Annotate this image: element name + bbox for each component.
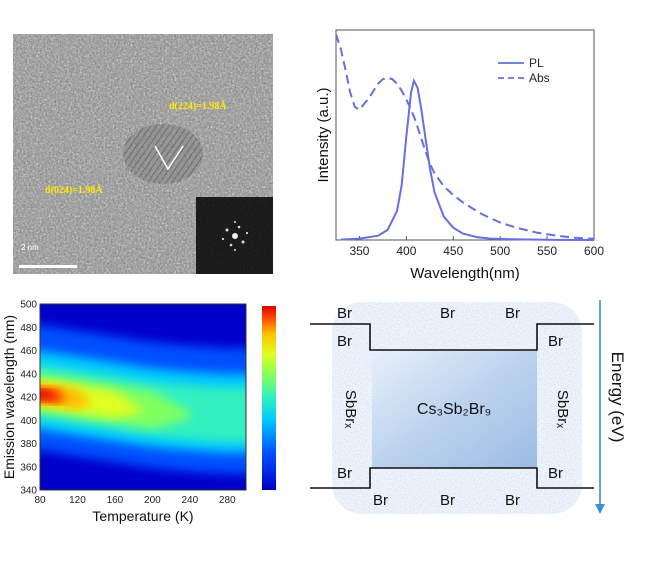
pl-y-axis-label: Intensity (a.u.) <box>315 87 332 182</box>
scale-bar <box>19 265 77 268</box>
x-tick-label: 240 <box>181 495 198 506</box>
x-tick-label: 200 <box>144 495 161 506</box>
fft-spots <box>221 221 249 251</box>
pl-abs-chart: 350 400 450 500 550 600 PL Abs Wavelength(nm)… <box>315 29 604 282</box>
energy-axis-label: Energy (eV) <box>608 352 627 443</box>
contour-y-axis-label: Emission wavelength (nm) <box>1 315 17 479</box>
y-tick-label: 440 <box>20 369 37 380</box>
energy-axis-arrowhead <box>595 504 605 514</box>
x-tick-label: 600 <box>584 244 604 258</box>
y-tick-label: 500 <box>20 300 37 311</box>
energy-diagram: Br Br Br Br Br Br Br Br Br Br SbBrₓ SbBr… <box>310 300 627 514</box>
legend: PL Abs <box>498 56 550 85</box>
contour-fill <box>40 324 246 474</box>
core-region <box>372 350 537 468</box>
tem-panel: d(224)=1.98Å d(024)=1.98Å 2 nm <box>13 34 273 274</box>
x-tick-label: 280 <box>219 495 236 506</box>
pl-x-axis-label: Wavelength(nm) <box>410 265 519 282</box>
y-tick-label: 360 <box>20 462 37 473</box>
contour-level-6 <box>40 386 97 405</box>
y-tick-label: 400 <box>20 416 37 427</box>
legend-pl: PL <box>529 56 544 70</box>
temperature-contour-chart: 80 120 160 200 240 280 340 360 380 400 420 440 460 48… <box>1 300 276 524</box>
d-spacing-label-2: d(024)=1.98Å <box>45 184 103 196</box>
band-edges <box>310 323 594 489</box>
br-label: Br <box>373 492 388 509</box>
y-tick-label: 460 <box>20 346 37 357</box>
d-spacing-label-1: d(224)=1.98Å <box>169 100 227 112</box>
pl-abs-chart-panel: 350 400 450 500 550 600 PL Abs Wavelength(nm)… <box>300 22 620 284</box>
x-tick-label: 400 <box>396 244 416 258</box>
tem-image: d(224)=1.98Å d(024)=1.98Å 2 nm <box>13 34 273 274</box>
legend-abs: Abs <box>529 71 550 85</box>
br-label: Br <box>505 492 520 509</box>
x-tick-label: 450 <box>443 244 463 258</box>
y-tick-label: 340 <box>20 486 37 497</box>
energy-diagram-panel: Br Br Br Br Br Br Br Br Br Br SbBrₓ SbBr… <box>308 292 650 522</box>
core-compound-label: Cs₃Sb₂Br₉ <box>417 401 491 418</box>
x-tick-label: 550 <box>537 244 557 258</box>
colorbar <box>262 306 276 490</box>
br-label: Br <box>548 333 563 350</box>
br-label: Br <box>337 305 352 322</box>
br-label: Br <box>337 465 352 482</box>
x-tick-label: 160 <box>107 495 124 506</box>
lattice-angle-marker <box>154 145 184 171</box>
contour-x-axis-label: Temperature (K) <box>92 508 193 524</box>
series-abs-line <box>335 33 595 240</box>
nanocrystal-lattice <box>123 124 203 184</box>
y-tick-label: 380 <box>20 439 37 450</box>
series-pl-line <box>340 77 595 241</box>
br-label: Br <box>505 305 520 322</box>
x-tick-label: 500 <box>490 244 510 258</box>
br-label: Br <box>337 333 352 350</box>
x-tick-label: 350 <box>349 244 369 258</box>
br-label: Br <box>548 465 563 482</box>
x-tick-label: 120 <box>69 495 86 506</box>
plot-frame <box>335 29 595 241</box>
x-tick-label: 80 <box>34 495 46 506</box>
sbbr-label-left: SbBrₓ <box>342 390 359 428</box>
contour-chart-panel: 80 120 160 200 240 280 340 360 380 400 420 440 460 48… <box>0 296 300 528</box>
y-tick-label: 420 <box>20 393 37 404</box>
br-label: Br <box>440 492 455 509</box>
sbbr-label-right: SbBrₓ <box>554 390 571 428</box>
y-tick-label: 480 <box>20 323 37 334</box>
br-label: Br <box>440 305 455 322</box>
scale-bar-label: 2 nm <box>21 243 39 252</box>
contour-level-7 <box>40 389 87 402</box>
